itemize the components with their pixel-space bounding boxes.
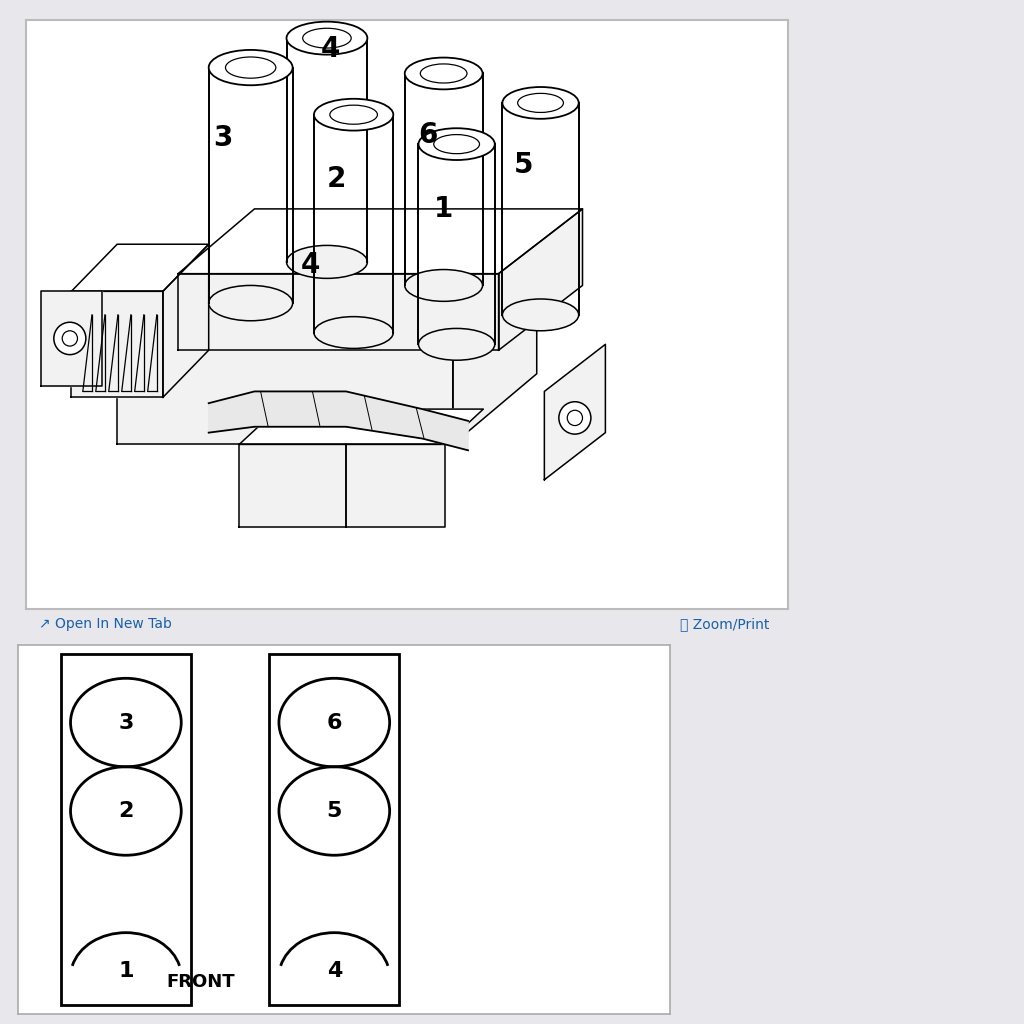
Text: 4: 4 <box>322 35 340 63</box>
Ellipse shape <box>314 98 393 131</box>
Text: 6: 6 <box>327 713 342 732</box>
Text: 🔍 Zoom/Print: 🔍 Zoom/Print <box>680 617 769 631</box>
Ellipse shape <box>419 329 495 360</box>
Ellipse shape <box>209 50 293 85</box>
Ellipse shape <box>209 286 293 321</box>
Polygon shape <box>499 209 583 350</box>
Text: ↗ Open In New Tab: ↗ Open In New Tab <box>39 617 172 631</box>
Ellipse shape <box>287 22 368 54</box>
Ellipse shape <box>503 299 579 331</box>
Polygon shape <box>346 444 445 526</box>
Polygon shape <box>41 291 102 386</box>
Text: 4: 4 <box>300 251 319 279</box>
Text: 5: 5 <box>327 801 342 821</box>
Polygon shape <box>72 244 209 291</box>
Polygon shape <box>240 444 346 526</box>
Polygon shape <box>117 280 537 350</box>
Polygon shape <box>117 350 453 444</box>
Ellipse shape <box>287 246 368 279</box>
Bar <box>269 654 399 1005</box>
Polygon shape <box>178 273 499 350</box>
Ellipse shape <box>503 87 579 119</box>
Ellipse shape <box>559 401 591 434</box>
Text: 6: 6 <box>418 121 437 150</box>
Ellipse shape <box>404 269 482 301</box>
Text: 1: 1 <box>118 962 134 981</box>
Ellipse shape <box>404 57 482 89</box>
Polygon shape <box>72 291 163 397</box>
Ellipse shape <box>54 323 86 354</box>
Polygon shape <box>453 280 537 444</box>
Ellipse shape <box>419 128 495 160</box>
Polygon shape <box>163 244 209 397</box>
Text: 3: 3 <box>118 713 133 732</box>
Text: 1: 1 <box>434 195 454 223</box>
Text: 2: 2 <box>327 166 346 194</box>
Polygon shape <box>209 391 468 451</box>
Bar <box>60 654 191 1005</box>
Polygon shape <box>178 209 583 273</box>
Text: 3: 3 <box>213 124 232 153</box>
Text: 5: 5 <box>514 151 534 179</box>
Ellipse shape <box>314 316 393 348</box>
Polygon shape <box>545 344 605 479</box>
Text: 2: 2 <box>118 801 133 821</box>
Text: FRONT: FRONT <box>167 974 236 991</box>
Text: 4: 4 <box>327 962 342 981</box>
Polygon shape <box>240 409 483 444</box>
